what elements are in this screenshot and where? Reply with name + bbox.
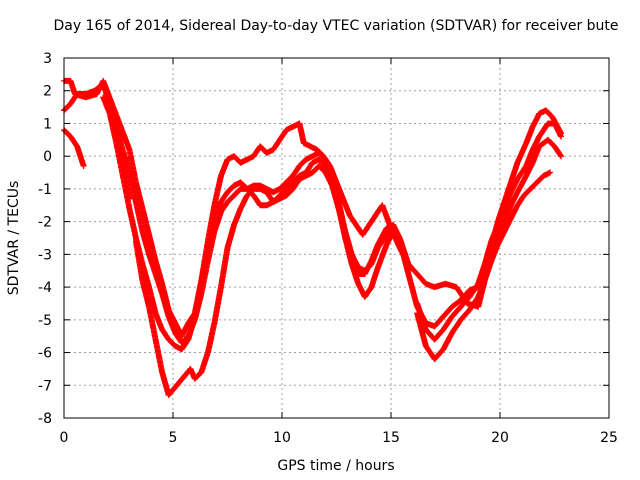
y-tick-label: -6 xyxy=(38,346,52,362)
series-markers xyxy=(113,123,554,399)
series-markers xyxy=(61,94,564,363)
x-tick-label: 0 xyxy=(60,430,69,446)
y-tick-label: -4 xyxy=(38,280,52,296)
y-tick-label: 0 xyxy=(43,149,52,165)
y-tick-label: -8 xyxy=(38,411,52,427)
chart-title: Day 165 of 2014, Sidereal Day-to-day VTE… xyxy=(53,18,618,34)
y-tick-label: -5 xyxy=(38,313,52,329)
series-pass-4 xyxy=(113,123,554,399)
plot-frame xyxy=(63,57,610,419)
y-tick-label: -7 xyxy=(38,378,52,394)
y-tick-label: -1 xyxy=(38,182,52,198)
x-tick-label: 15 xyxy=(382,430,400,446)
y-tick-label: -2 xyxy=(38,215,52,231)
x-tick-label: 10 xyxy=(273,430,291,446)
y-axis-label: SDTVAR / TECUs xyxy=(6,181,22,296)
y-tick-label: 3 xyxy=(43,51,52,67)
y-tick-label: -3 xyxy=(38,247,52,263)
x-tick-label: 5 xyxy=(169,430,178,446)
series-pass-2 xyxy=(61,81,564,346)
series-markers xyxy=(61,81,564,346)
y-tick-label: 2 xyxy=(43,84,52,100)
x-tick-label: 25 xyxy=(600,430,618,446)
x-axis-label: GPS time / hours xyxy=(277,458,394,474)
axis-ticks: 0 5 10 15 20 25 -8 -7 -6 -5 -4 -3 -2 -1 0 1 2 3 xyxy=(38,51,618,446)
y-tick-label: 1 xyxy=(43,116,52,132)
series-pass-3 xyxy=(61,94,564,363)
data-marks xyxy=(61,77,564,399)
x-tick-label: 20 xyxy=(491,430,509,446)
